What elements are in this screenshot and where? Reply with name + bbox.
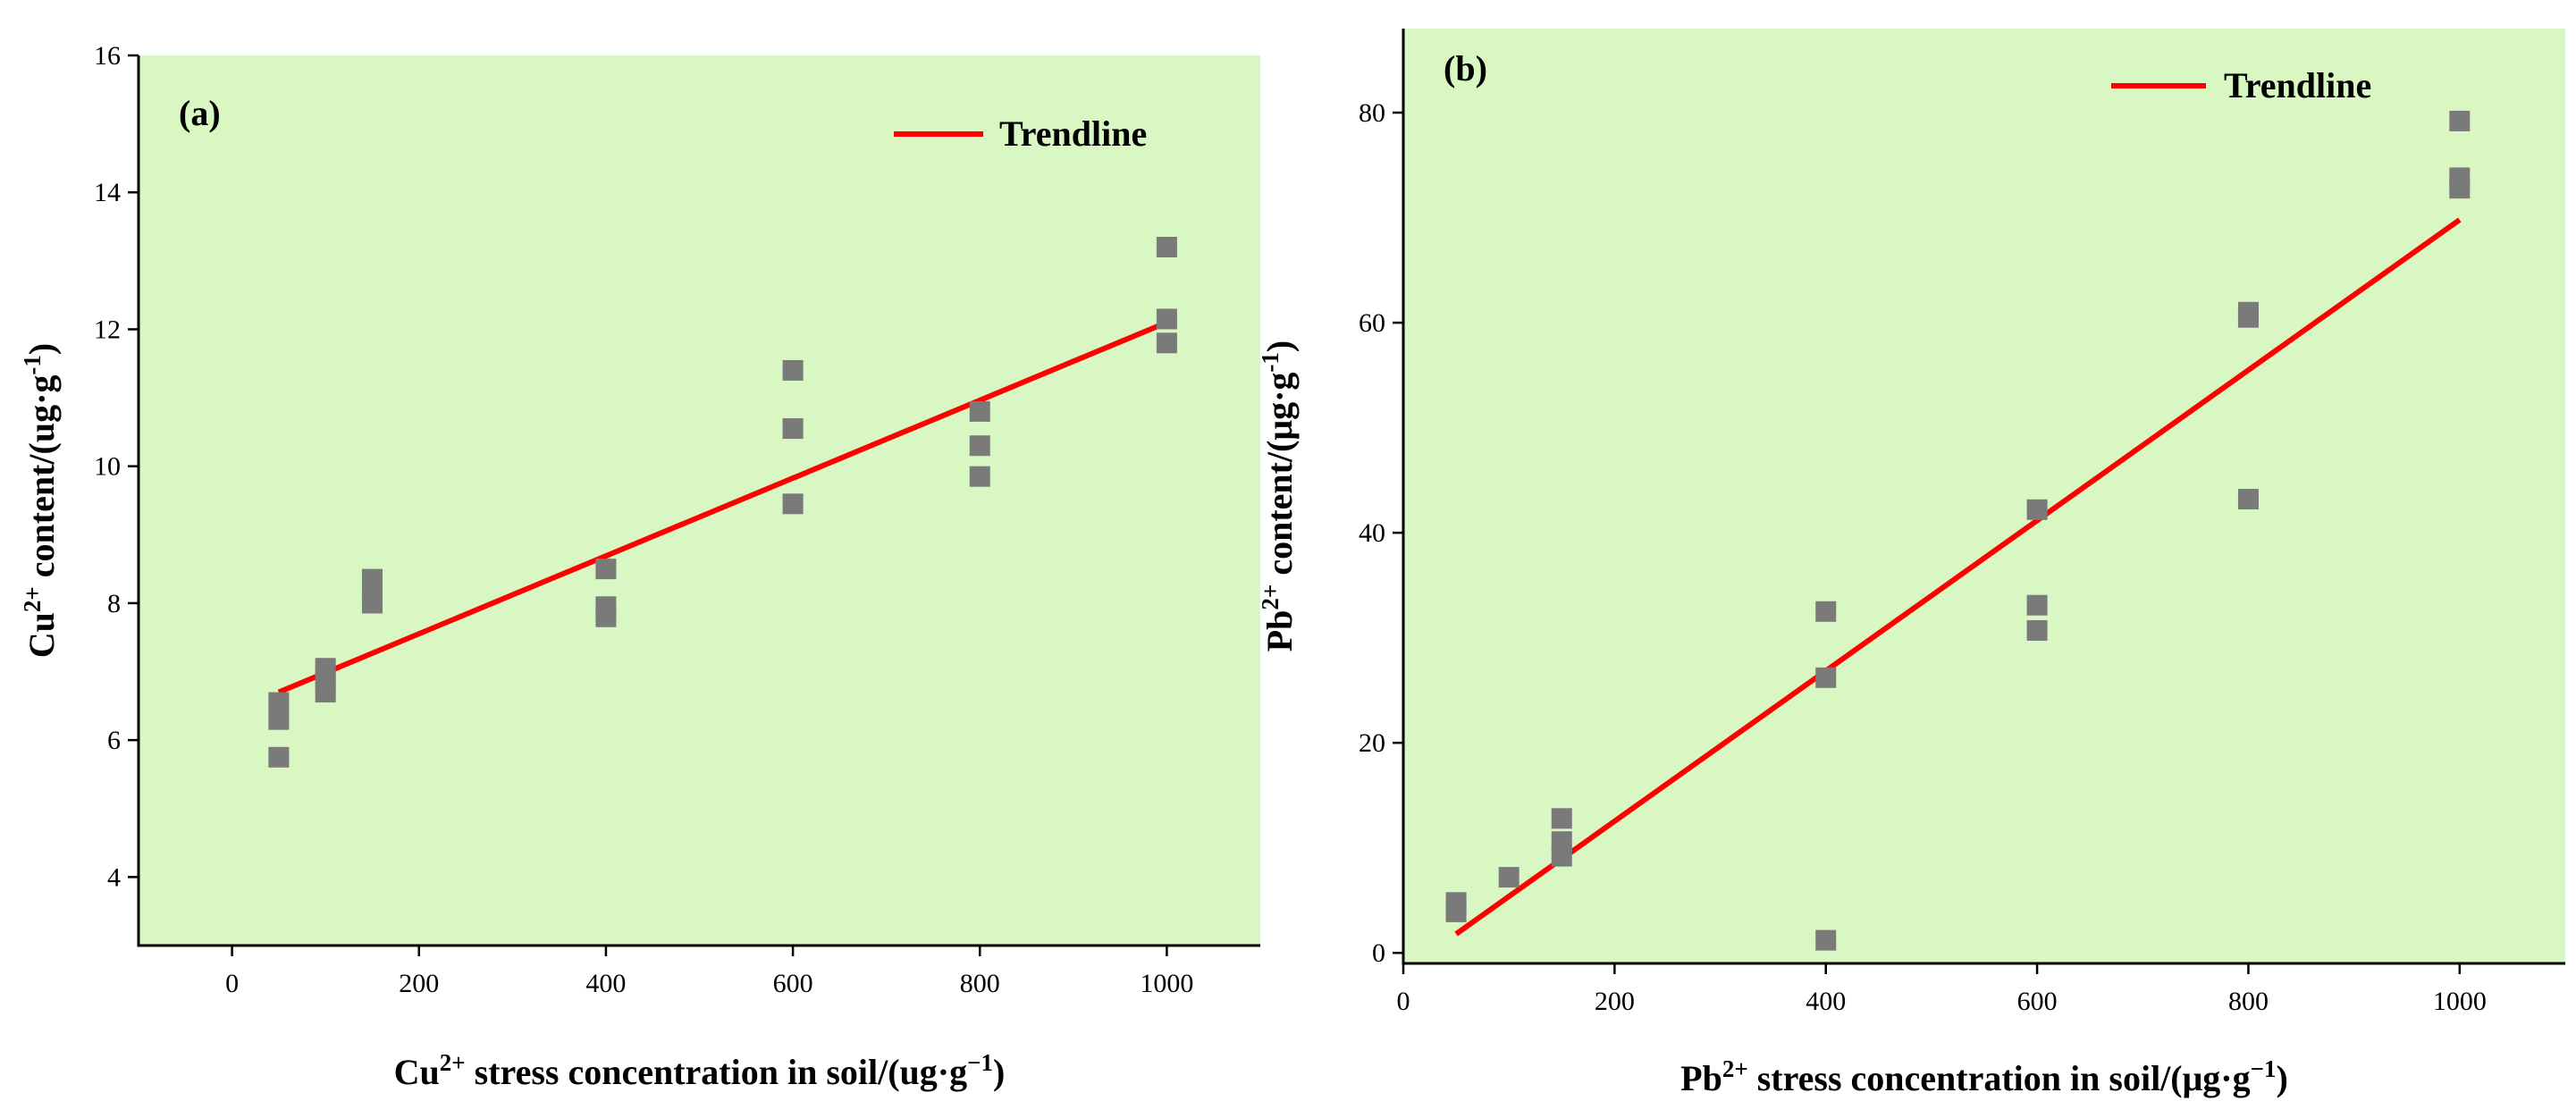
x-tick-label: 0 xyxy=(1397,987,1410,1016)
ylabel-main: Cu xyxy=(21,612,62,658)
y-tick-label: 6 xyxy=(107,726,121,755)
x-axis-title: Pb2+ stress concentration in soil/(μg·g−… xyxy=(1680,1055,2288,1098)
ylabel-main: Pb xyxy=(1259,610,1300,652)
x-tick-label: 1000 xyxy=(2433,987,2487,1016)
ylabel-end: ) xyxy=(1259,340,1300,352)
x-tick-label: 400 xyxy=(1806,987,1846,1016)
data-point xyxy=(2449,178,2471,199)
data-point xyxy=(1815,929,1837,951)
data-point xyxy=(782,493,804,515)
x-tick-label: 800 xyxy=(960,969,1000,998)
panel-label: (b) xyxy=(1444,48,1487,88)
y-tick-label: 12 xyxy=(94,315,121,344)
ylabel-sup2: -1 xyxy=(19,355,46,375)
x-tick-label: 800 xyxy=(2228,987,2269,1016)
trendline xyxy=(277,320,1168,695)
data-point xyxy=(1156,332,1177,354)
data-point xyxy=(1815,601,1837,622)
y-tick-label: 14 xyxy=(94,178,121,207)
data-point xyxy=(361,593,383,614)
data-point xyxy=(1445,901,1467,922)
xlabel-sup: 2+ xyxy=(1722,1055,1748,1082)
data-point xyxy=(268,692,290,713)
data-point xyxy=(268,746,290,768)
data-point xyxy=(969,435,990,457)
data-point xyxy=(782,418,804,440)
y-tick-label: 80 xyxy=(1359,98,1385,128)
data-point xyxy=(969,400,990,422)
panel-label: (a) xyxy=(179,93,221,133)
data-point xyxy=(2449,110,2471,131)
x-tick-label: 400 xyxy=(585,969,626,998)
ylabel-sup: 2+ xyxy=(1257,584,1284,610)
legend-label: Trendline xyxy=(999,113,1147,154)
x-tick-label: 1000 xyxy=(1140,969,1193,998)
x-tick-label: 600 xyxy=(2017,987,2058,1016)
xlabel-sup2: −1 xyxy=(967,1049,993,1076)
data-point xyxy=(1551,808,1572,829)
xlabel-main: Cu xyxy=(394,1052,440,1092)
x-tick-label: 200 xyxy=(399,969,439,998)
data-point xyxy=(2237,307,2259,328)
data-point xyxy=(2026,594,2048,616)
xlabel-main: Pb xyxy=(1680,1058,1722,1098)
data-point xyxy=(2237,489,2259,510)
y-tick-label: 60 xyxy=(1359,308,1385,338)
trendline xyxy=(1454,217,2462,937)
xlabel-rest: stress concentration in soil/(μg·g xyxy=(1748,1058,2251,1098)
data-point xyxy=(595,559,617,580)
y-axis-title: Pb2+ content/(μg·g-1) xyxy=(1257,340,1300,652)
ylabel-rest: content/(ug·g xyxy=(21,375,62,587)
x-axis-title: Cu2+ stress concentration in soil/(ug·g−… xyxy=(394,1049,1006,1092)
data-point xyxy=(595,606,617,627)
y-tick-label: 10 xyxy=(94,452,121,482)
data-point xyxy=(1156,308,1177,330)
xlabel-end: ) xyxy=(2277,1058,2288,1098)
y-tick-label: 8 xyxy=(107,589,121,618)
data-point xyxy=(969,466,990,487)
ylabel-end: ) xyxy=(21,343,62,355)
plot-area xyxy=(139,55,1260,946)
data-point xyxy=(1551,845,1572,867)
data-point xyxy=(782,359,804,381)
y-tick-label: 4 xyxy=(107,862,121,892)
data-point xyxy=(2026,619,2048,641)
data-point xyxy=(1815,667,1837,688)
data-point xyxy=(2026,499,2048,520)
legend-label: Trendline xyxy=(2224,65,2371,105)
xlabel-sup2: −1 xyxy=(2251,1055,2277,1082)
y-axis-title: Cu2+ content/(ug·g-1) xyxy=(19,343,62,659)
chart-panel-b: 0 200 400 600 800 1000 0 20 40 60 80 Trendline (b) Pb… xyxy=(1257,29,2565,1098)
y-tick-label: 16 xyxy=(94,41,121,71)
y-tick-label: 20 xyxy=(1359,728,1385,758)
y-tick-label: 0 xyxy=(1372,938,1385,968)
plot-area xyxy=(1403,29,2565,963)
chart-panel-a: 0 200 400 600 800 1000 4 6 8 10 12 14 16 Trendline (a)… xyxy=(19,41,1260,1092)
data-point xyxy=(1498,867,1520,888)
xlabel-end: ) xyxy=(993,1052,1005,1092)
ylabel-rest: content/(μg·g xyxy=(1259,373,1300,584)
xlabel-sup: 2+ xyxy=(440,1049,466,1076)
ylabel-sup: 2+ xyxy=(19,586,46,612)
xlabel-rest: stress concentration in soil/(ug·g xyxy=(466,1052,967,1092)
ylabel-sup2: -1 xyxy=(1257,352,1284,373)
x-tick-label: 600 xyxy=(773,969,813,998)
x-tick-label: 0 xyxy=(225,969,239,998)
data-point xyxy=(268,709,290,730)
y-tick-label: 40 xyxy=(1359,518,1385,548)
x-tick-label: 200 xyxy=(1595,987,1635,1016)
data-point xyxy=(1156,237,1177,258)
data-point xyxy=(315,682,336,703)
